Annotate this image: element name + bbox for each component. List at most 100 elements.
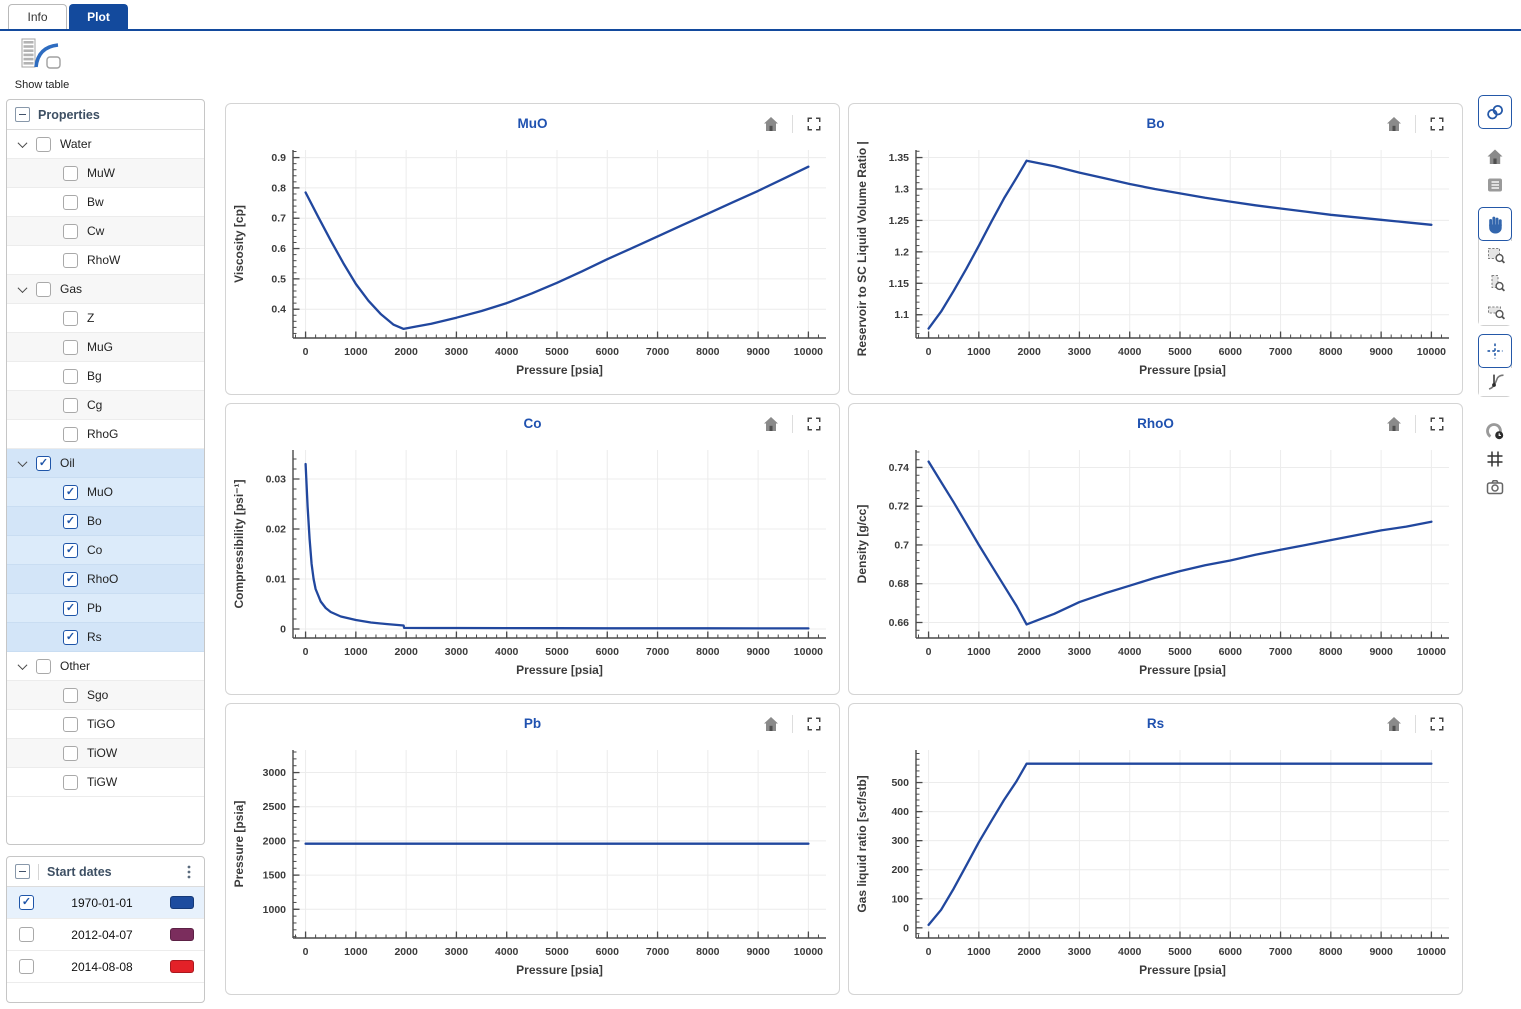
- checkbox-unchecked[interactable]: [63, 687, 78, 703]
- chart-canvas[interactable]: 0 1000 2000 3000 4000 5000 6000 7000 8000 9000 100…: [849, 442, 1462, 688]
- crosshair-tracker-button[interactable]: [1478, 334, 1512, 368]
- zoom-horizontal-button[interactable]: [1479, 297, 1513, 325]
- checkbox-checked[interactable]: ✓: [63, 542, 78, 558]
- zoom-box-button[interactable]: [1479, 241, 1513, 269]
- checkbox-checked[interactable]: ✓: [63, 629, 78, 645]
- curve-color-swatch[interactable]: [170, 928, 194, 941]
- plot-expand-button[interactable]: [1424, 411, 1450, 437]
- tree-item-cw[interactable]: Cw: [7, 217, 204, 246]
- grid-toggle-button[interactable]: [1478, 445, 1512, 473]
- checkbox-checked[interactable]: ✓: [19, 895, 34, 910]
- tree-item-rhoo[interactable]: ✓ RhoO: [7, 565, 204, 594]
- start-dates-panel-header: Start dates: [7, 857, 204, 887]
- tree-item-rhow[interactable]: RhoW: [7, 246, 204, 275]
- checkbox-unchecked[interactable]: [63, 745, 78, 761]
- checkbox-checked[interactable]: ✓: [63, 513, 78, 529]
- chevron-down-icon[interactable]: [17, 456, 28, 467]
- tree-item-cg[interactable]: Cg: [7, 391, 204, 420]
- checkbox-checked[interactable]: ✓: [63, 484, 78, 500]
- tree-group-other[interactable]: Other: [7, 652, 204, 681]
- checkbox-unchecked[interactable]: [36, 136, 51, 152]
- plot-home-button[interactable]: [758, 711, 784, 737]
- collapse-icon[interactable]: [15, 864, 30, 879]
- plot-expand-button[interactable]: [801, 111, 827, 137]
- plot-expand-button[interactable]: [1424, 111, 1450, 137]
- checkbox-checked[interactable]: ✓: [63, 571, 78, 587]
- start-date-row[interactable]: ✓ 1970-01-01: [7, 887, 204, 919]
- chevron-down-icon[interactable]: [17, 282, 28, 293]
- show-table-button[interactable]: Show table: [10, 36, 74, 91]
- checkbox-unchecked[interactable]: [19, 959, 34, 974]
- curve-color-swatch[interactable]: [170, 896, 194, 909]
- start-date-row[interactable]: 2012-04-07: [7, 919, 204, 951]
- tree-item-sgo[interactable]: Sgo: [7, 681, 204, 710]
- tree-item-muw[interactable]: MuW: [7, 159, 204, 188]
- legend-toggle-button[interactable]: [1478, 171, 1512, 199]
- plot-home-button[interactable]: [1381, 111, 1407, 137]
- checkbox-unchecked[interactable]: [63, 310, 78, 326]
- tree-group-water[interactable]: Water: [7, 130, 204, 159]
- tree-item-tigo[interactable]: TiGO: [7, 710, 204, 739]
- checkbox-unchecked[interactable]: [63, 426, 78, 442]
- tree-item-bw[interactable]: Bw: [7, 188, 204, 217]
- svg-text:9000: 9000: [746, 346, 770, 358]
- plot-expand-button[interactable]: [1424, 711, 1450, 737]
- chart-canvas[interactable]: 0 1000 2000 3000 4000 5000 6000 7000 8000 9000 100…: [849, 742, 1462, 988]
- checkbox-unchecked[interactable]: [19, 927, 34, 942]
- tree-item-co[interactable]: ✓ Co: [7, 536, 204, 565]
- start-date-row[interactable]: 2014-08-08: [7, 951, 204, 983]
- tree-item-muo[interactable]: ✓ MuO: [7, 478, 204, 507]
- checkbox-unchecked[interactable]: [63, 774, 78, 790]
- tree-group-oil[interactable]: ✓ Oil: [7, 449, 204, 478]
- zoom-vertical-button[interactable]: [1479, 269, 1513, 297]
- tree-item-pb[interactable]: ✓ Pb: [7, 594, 204, 623]
- tab-plot[interactable]: Plot: [69, 4, 128, 29]
- tab-info[interactable]: Info: [8, 4, 67, 29]
- plot-home-button[interactable]: [1381, 411, 1407, 437]
- chart-canvas[interactable]: 0 1000 2000 3000 4000 5000 6000 7000 8000 9000 100…: [226, 142, 839, 388]
- checkbox-unchecked[interactable]: [36, 658, 51, 674]
- tree-item-rs[interactable]: ✓ Rs: [7, 623, 204, 652]
- chart-canvas[interactable]: 0 1000 2000 3000 4000 5000 6000 7000 8000 9000 100…: [226, 442, 839, 688]
- time-history-button[interactable]: [1478, 417, 1512, 445]
- tree-item-bo[interactable]: ✓ Bo: [7, 507, 204, 536]
- checkbox-unchecked[interactable]: [63, 223, 78, 239]
- plot-home-button[interactable]: [758, 411, 784, 437]
- chart-canvas[interactable]: 0 1000 2000 3000 4000 5000 6000 7000 8000 9000 100…: [226, 742, 839, 988]
- checkbox-unchecked[interactable]: [63, 339, 78, 355]
- tree-item-z[interactable]: Z: [7, 304, 204, 333]
- chevron-down-icon[interactable]: [17, 659, 28, 670]
- home-view-button[interactable]: [1478, 143, 1512, 171]
- checkbox-unchecked[interactable]: [63, 368, 78, 384]
- checkbox-unchecked[interactable]: [36, 281, 51, 297]
- pan-tool-button[interactable]: [1478, 207, 1512, 241]
- link-plots-button[interactable]: [1478, 95, 1512, 129]
- svg-text:6000: 6000: [1219, 946, 1243, 958]
- plot-expand-button[interactable]: [801, 711, 827, 737]
- checkbox-unchecked[interactable]: [63, 194, 78, 210]
- checkbox-unchecked[interactable]: [63, 716, 78, 732]
- tree-item-tiow[interactable]: TiOW: [7, 739, 204, 768]
- tree-item-mug[interactable]: MuG: [7, 333, 204, 362]
- collapse-icon[interactable]: [15, 107, 30, 122]
- chart-canvas[interactable]: 0 1000 2000 3000 4000 5000 6000 7000 8000 9000 100…: [849, 142, 1462, 388]
- plot-home-button[interactable]: [758, 111, 784, 137]
- checkbox-unchecked[interactable]: [63, 165, 78, 181]
- checkbox-unchecked[interactable]: [63, 397, 78, 413]
- snapshot-button[interactable]: [1478, 473, 1512, 501]
- checkbox-checked[interactable]: ✓: [36, 455, 51, 471]
- curve-color-swatch[interactable]: [170, 960, 194, 973]
- plot-home-button[interactable]: [1381, 711, 1407, 737]
- tree-item-bg[interactable]: Bg: [7, 362, 204, 391]
- tree-item-tigw[interactable]: TiGW: [7, 768, 204, 797]
- chevron-down-icon[interactable]: [17, 137, 28, 148]
- plot-expand-button[interactable]: [801, 411, 827, 437]
- plot-title: RhoO: [1137, 416, 1174, 431]
- checkbox-checked[interactable]: ✓: [63, 600, 78, 616]
- tree-group-gas[interactable]: Gas: [7, 275, 204, 304]
- kebab-menu-icon[interactable]: [182, 863, 196, 881]
- curve-point-tracker-button[interactable]: [1479, 368, 1513, 396]
- tree-item-rhog[interactable]: RhoG: [7, 420, 204, 449]
- svg-text:0: 0: [303, 346, 309, 358]
- checkbox-unchecked[interactable]: [63, 252, 78, 268]
